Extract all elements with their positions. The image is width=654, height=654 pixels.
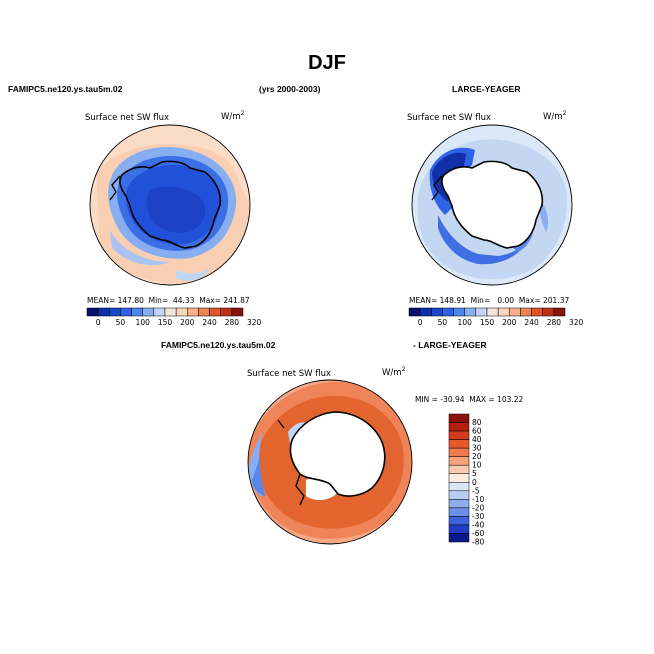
panel2-colorbar-swatch: [464, 307, 477, 317]
panel2-colorbar-swatch: [509, 307, 521, 317]
panel2-colorbar-swatch: [408, 307, 421, 317]
panel2-colorbar-swatch: [475, 307, 488, 317]
panel3-colorbar-tick-label: 60: [472, 427, 482, 436]
panel2-colorbar-tick-label: 150: [480, 318, 495, 327]
panel1-colorbar-tick-label: 50: [116, 318, 126, 327]
panel1-colorbar-swatch: [231, 307, 244, 317]
panel2-colorbar-swatch: [497, 307, 510, 317]
panel1-colorbar-tick-label: 200: [180, 318, 195, 327]
panel2-colorbar-tick-label: 50: [438, 318, 448, 327]
panel2-variable: Surface net SW flux: [407, 113, 492, 123]
panel2-colorbar-swatch: [553, 307, 566, 317]
map3: [248, 380, 412, 544]
panel3-colorbar-swatch: [448, 422, 470, 432]
panel2-colorbar-swatch: [486, 307, 499, 317]
panel3-colorbar-tick-label: -10: [472, 495, 484, 504]
panel3-colorbar-tick-label: -60: [472, 529, 484, 538]
panel2-colorbar-tick-label: 280: [547, 318, 562, 327]
panel1-colorbar-swatch: [175, 307, 188, 317]
panel2-colorbar-tick-label: 0: [418, 318, 423, 327]
panel3-variable: Surface net SW flux: [247, 369, 332, 379]
panel3-colorbar-swatch: [448, 524, 470, 534]
panel3-colorbar-tick-label: -20: [472, 503, 484, 512]
panel3-colorbar-swatch: [448, 533, 470, 543]
panel1-stats: MEAN= 147.80 Min= 44.33 Max= 241.87: [87, 296, 250, 305]
panel1-years: (yrs 2000-2003): [259, 84, 321, 94]
panel3-case-name: FAMIPC5.ne120.ys.tau5m.02: [161, 340, 276, 350]
panel1-colorbar: 0 50 100 150 200 240 280 320: [86, 307, 262, 327]
panel3-colorbar-tick-label: -5: [472, 486, 480, 495]
panel3-colorbar-swatch: [448, 473, 470, 483]
map3-boundary: [247, 379, 413, 545]
panel1-colorbar-swatch: [198, 307, 210, 317]
panel1-units: W/m2: [221, 110, 245, 122]
panel2-colorbar-swatch: [419, 307, 432, 317]
panel1-colorbar-swatch: [220, 307, 233, 317]
panel3-colorbar-swatch: [448, 464, 470, 474]
panel2-case-name: LARGE-YEAGER: [452, 84, 521, 94]
panel2-units: W/m2: [543, 110, 567, 122]
panel1-colorbar-swatch: [97, 307, 110, 317]
panel3-colorbar-tick-label: 5: [472, 469, 477, 478]
panel2-colorbar-swatch: [442, 307, 454, 317]
panel1-colorbar-swatch: [187, 307, 199, 317]
panel1-colorbar-swatch: [164, 307, 177, 317]
panel1-colorbar-swatch: [86, 307, 99, 317]
map2-boundary: [411, 124, 573, 286]
panel1-colorbar-swatch: [109, 307, 121, 317]
panel1-colorbar-swatch: [131, 307, 143, 317]
panel1-colorbar-tick-label: 240: [202, 318, 217, 327]
panel3-colorbar-tick-label: 10: [472, 461, 482, 470]
panel2-colorbar-swatch: [531, 307, 543, 317]
panel2-colorbar-swatch: [520, 307, 532, 317]
panel1-colorbar-tick-label: 0: [96, 318, 101, 327]
panel2-colorbar-tick-label: 100: [458, 318, 473, 327]
panel1-colorbar-tick-label: 150: [158, 318, 173, 327]
panel1-colorbar-swatch: [153, 307, 166, 317]
panel3-colorbar-swatch: [448, 516, 470, 526]
panel3-colorbar-tick-label: 20: [472, 452, 482, 461]
panel2-colorbar-swatch: [542, 307, 555, 317]
panel3-colorbar-swatch: [448, 456, 470, 466]
panel3-minmax: MIN = -30.94 MAX = 103.22: [415, 395, 524, 404]
panel1-variable: Surface net SW flux: [85, 113, 170, 123]
panel1-colorbar-tick-label: 280: [225, 318, 240, 327]
panel3-case-name-2: - LARGE-YEAGER: [413, 340, 487, 350]
panel3-colorbar-tick-label: 40: [472, 435, 482, 444]
panel3-colorbar-tick-label: -40: [472, 520, 484, 529]
panel1-colorbar-swatch: [142, 307, 155, 317]
panel3-colorbar-tick-label: -80: [472, 538, 484, 547]
panel3-colorbar-swatch: [448, 430, 470, 440]
panel3-colorbar-swatch: [448, 490, 470, 500]
panel1-colorbar-tick-label: 100: [136, 318, 151, 327]
map2: [412, 125, 572, 285]
panel2-colorbar-swatch: [431, 307, 443, 317]
panel2-colorbar-tick-label: 240: [524, 318, 539, 327]
map1-boundary: [89, 124, 251, 286]
panel3-colorbar-swatch: [448, 482, 470, 492]
panel3-colorbar-tick-label: -30: [472, 512, 484, 521]
panel3-colorbar-tick-label: 80: [472, 418, 482, 427]
panel1-colorbar-tick-label: 320: [247, 318, 262, 327]
panel1-colorbar-swatch: [120, 307, 132, 317]
panel3-colorbar-swatch: [448, 499, 470, 509]
map1: [90, 125, 250, 285]
panel2-colorbar-swatch: [453, 307, 465, 317]
panel3-colorbar-swatch: [448, 439, 470, 449]
panel2-colorbar-tick-label: 320: [569, 318, 584, 327]
panel3-colorbar-tick-label: 30: [472, 444, 482, 453]
page-title: DJF: [308, 52, 346, 74]
panel3-colorbar-swatch: [448, 507, 470, 517]
panel2-colorbar: 0 50 100 150 200 240 280 320: [408, 307, 584, 327]
panel1-case-name: FAMIPC5.ne120.ys.tau5m.02: [8, 84, 123, 94]
panel3-units: W/m2: [382, 366, 406, 378]
panel2-stats: MEAN= 148.91 Min= 0.00 Max= 201.37: [409, 296, 570, 305]
panel3-colorbar-swatch: [448, 413, 470, 423]
panel3-colorbar-swatch: [448, 447, 470, 457]
panel2-colorbar-tick-label: 200: [502, 318, 517, 327]
panel3-colorbar-tick-label: 0: [472, 478, 477, 487]
panel1-colorbar-swatch: [209, 307, 221, 317]
